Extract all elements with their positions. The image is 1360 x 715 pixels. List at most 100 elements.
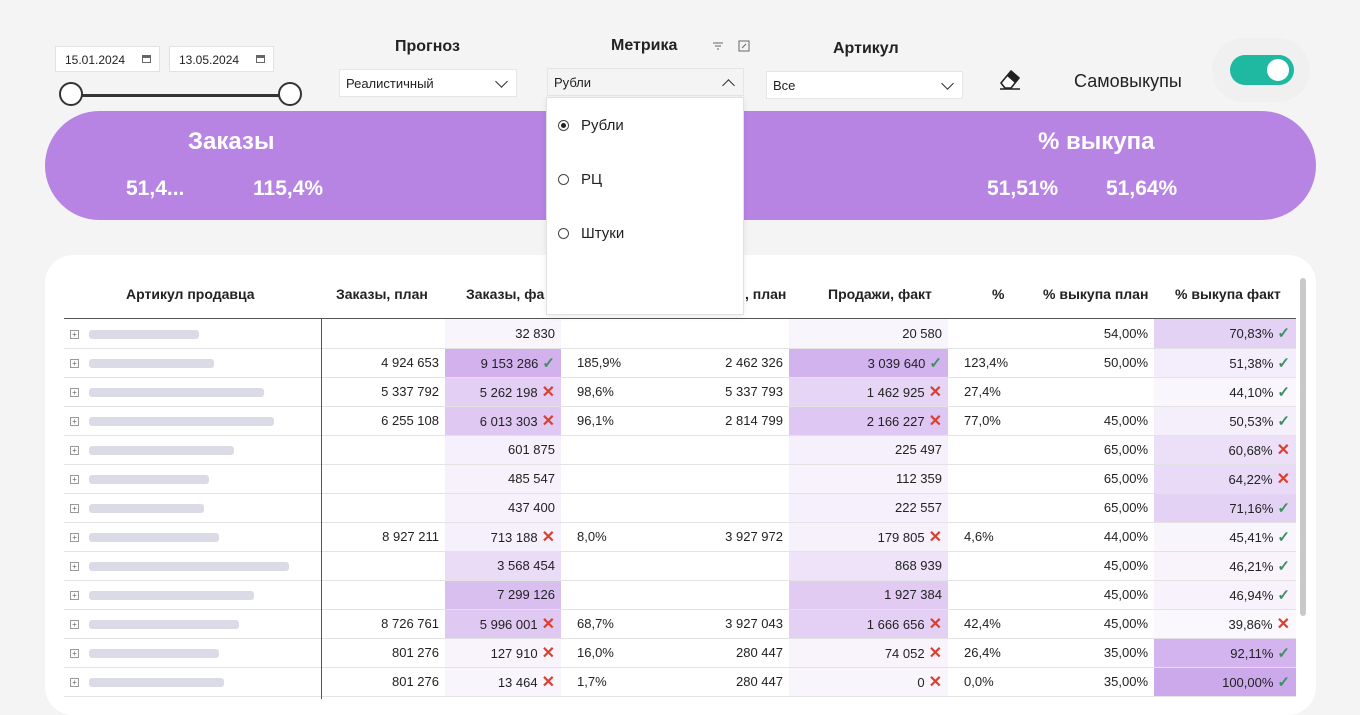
column-header-orders-fact[interactable]: Заказы, фа [466,286,545,302]
table-row[interactable]: +601 875 225 497 65,00% 60,68% ✕ [64,435,1296,465]
forecast-selected-value: Реалистичный [346,76,434,91]
expand-icon[interactable]: + [70,620,79,630]
expand-icon[interactable]: + [70,329,79,339]
forecast-select[interactable]: Реалистичный [339,69,517,97]
column-header-orders-plan[interactable]: Заказы, план [336,286,428,302]
table-scrollbar[interactable] [1300,278,1306,616]
table-row[interactable]: +8 726 761 5 996 001 ✕ 68,7% 3 927 043 1 666 … [64,609,1296,639]
check-icon: ✓ [1277,528,1290,546]
column-header-article[interactable]: Артикул продавца [126,286,255,302]
cell-buyout-plan: 45,00% [1016,580,1154,610]
cross-icon: ✕ [541,644,555,662]
cell-value: 54,00% [1103,325,1148,341]
metric-option-rc[interactable]: РЦ [558,171,602,188]
table-row[interactable]: +8 927 211 713 188 ✕ 8,0% 3 927 972 179 805 ✕ 4… [64,522,1296,552]
cell-sales-pct: 42,4% [948,609,1016,639]
expand-icon[interactable]: + [70,504,79,514]
column-header-buyout-plan[interactable]: % выкупа план [1043,286,1149,302]
cell-value: 32 830 [515,325,555,341]
cell-value: 42,4% [964,616,1001,631]
cell-orders-pct [561,551,671,581]
redacted-article-name [89,388,264,398]
metric-select[interactable]: Рубли [547,68,744,96]
column-header-sales-plan[interactable]: , план [745,286,787,302]
expand-icon[interactable]: + [70,359,79,369]
cell-sales-pct: 27,4% [948,377,1016,407]
cell-orders-plan: 4 924 653 [321,348,445,378]
cell-value: 50,00% [1103,355,1148,370]
cell-buyout-fact: 100,00% ✓ [1154,667,1296,697]
metric-option-rubles[interactable]: Рубли [558,117,624,134]
expand-icon[interactable]: + [70,388,79,398]
cell-value: 44,10% [1229,384,1274,400]
cell-value: 77,0% [964,413,1001,428]
table-row[interactable]: +4 924 653 9 153 286 ✓ 185,9% 2 462 326 3 039… [64,348,1296,378]
column-header-sales-fact[interactable]: Продажи, факт [828,286,932,302]
cell-value: 13 464 [497,674,538,690]
cross-icon: ✕ [928,673,942,691]
cell-value: 65,00% [1103,500,1148,515]
table-row[interactable]: +32 830 20 580 54,00% 70,83% ✓ [64,319,1296,349]
column-header-buyout-fact[interactable]: % выкупа факт [1175,286,1281,302]
table-row[interactable]: +437 400 222 557 65,00% 71,16% ✓ [64,493,1296,523]
table-row[interactable]: +801 276 127 910 ✕ 16,0% 280 447 74 052 ✕ 26,4%… [64,638,1296,668]
table-row[interactable]: +6 255 108 6 013 303 ✕ 96,1% 2 814 799 2 166 … [64,406,1296,436]
cell-value: 1 462 925 [866,384,925,400]
cell-value: 64,22% [1228,471,1273,487]
radio-selected-icon[interactable] [558,120,569,131]
metric-option-label: Штуки [581,225,625,242]
expand-icon[interactable]: + [70,475,79,485]
table-row[interactable]: +3 568 454 868 939 45,00% 46,21% ✓ [64,551,1296,581]
self-buyouts-toggle[interactable] [1230,55,1294,85]
start-date-input[interactable]: 15.01.2024 [55,46,160,72]
cell-value: 2 814 799 [725,413,783,428]
eraser-icon[interactable] [997,67,1023,93]
expand-icon[interactable]: + [70,417,79,427]
radio-icon[interactable] [558,174,569,185]
focus-mode-icon[interactable] [737,39,751,53]
radio-icon[interactable] [558,228,569,239]
cell-orders-plan [321,464,445,494]
expand-icon[interactable]: + [70,591,79,601]
expand-icon[interactable]: + [70,649,79,659]
cell-buyout-fact: 51,38% ✓ [1154,348,1296,378]
article-select[interactable]: Все [766,71,963,99]
cell-article: + [64,638,321,668]
date-range-start-handle[interactable] [59,82,83,106]
cell-orders-pct: 68,7% [561,609,671,639]
date-range-end-handle[interactable] [278,82,302,106]
filter-icon[interactable] [711,39,725,53]
cell-orders-pct [561,580,671,610]
cross-icon: ✕ [928,528,942,546]
table-row[interactable]: +485 547 112 359 65,00% 64,22% ✕ [64,464,1296,494]
redacted-article-name [89,562,289,572]
cell-value: 3 927 972 [725,529,783,544]
column-header-percent[interactable]: % [992,286,1005,302]
cell-value: 1,7% [577,674,607,689]
expand-icon[interactable]: + [70,562,79,572]
calendar-icon[interactable] [256,55,265,63]
date-range-slider-track[interactable] [72,94,290,97]
calendar-icon[interactable] [142,55,151,63]
metric-option-pieces[interactable]: Штуки [558,225,624,242]
cell-sales-plan: 5 337 793 [671,377,789,407]
cell-buyout-plan: 35,00% [1016,667,1154,697]
table-row[interactable]: +5 337 792 5 262 198 ✕ 98,6% 5 337 793 1 462 … [64,377,1296,407]
cell-value: 71,16% [1229,500,1274,516]
end-date-input[interactable]: 13.05.2024 [169,46,274,72]
table-row[interactable]: +7 299 126 1 927 384 45,00% 46,94% ✓ [64,580,1296,610]
end-date-value: 13.05.2024 [179,53,240,67]
expand-icon[interactable]: + [70,446,79,456]
table-row[interactable]: +801 276 13 464 ✕ 1,7% 280 447 0 ✕ 0,0% 35,00% 10… [64,667,1296,697]
cell-orders-pct: 96,1% [561,406,671,436]
cell-value: 127 910 [490,645,538,661]
expand-icon[interactable]: + [70,533,79,543]
cell-sales-pct [948,551,1016,581]
cell-sales-pct: 123,4% [948,348,1016,378]
cell-value: 74 052 [884,645,925,661]
cell-value: 8,0% [577,529,607,544]
metric-selected-value: Рубли [554,75,592,90]
article-selected-value: Все [773,78,796,93]
expand-icon[interactable]: + [70,678,79,688]
check-icon: ✓ [1277,354,1290,372]
